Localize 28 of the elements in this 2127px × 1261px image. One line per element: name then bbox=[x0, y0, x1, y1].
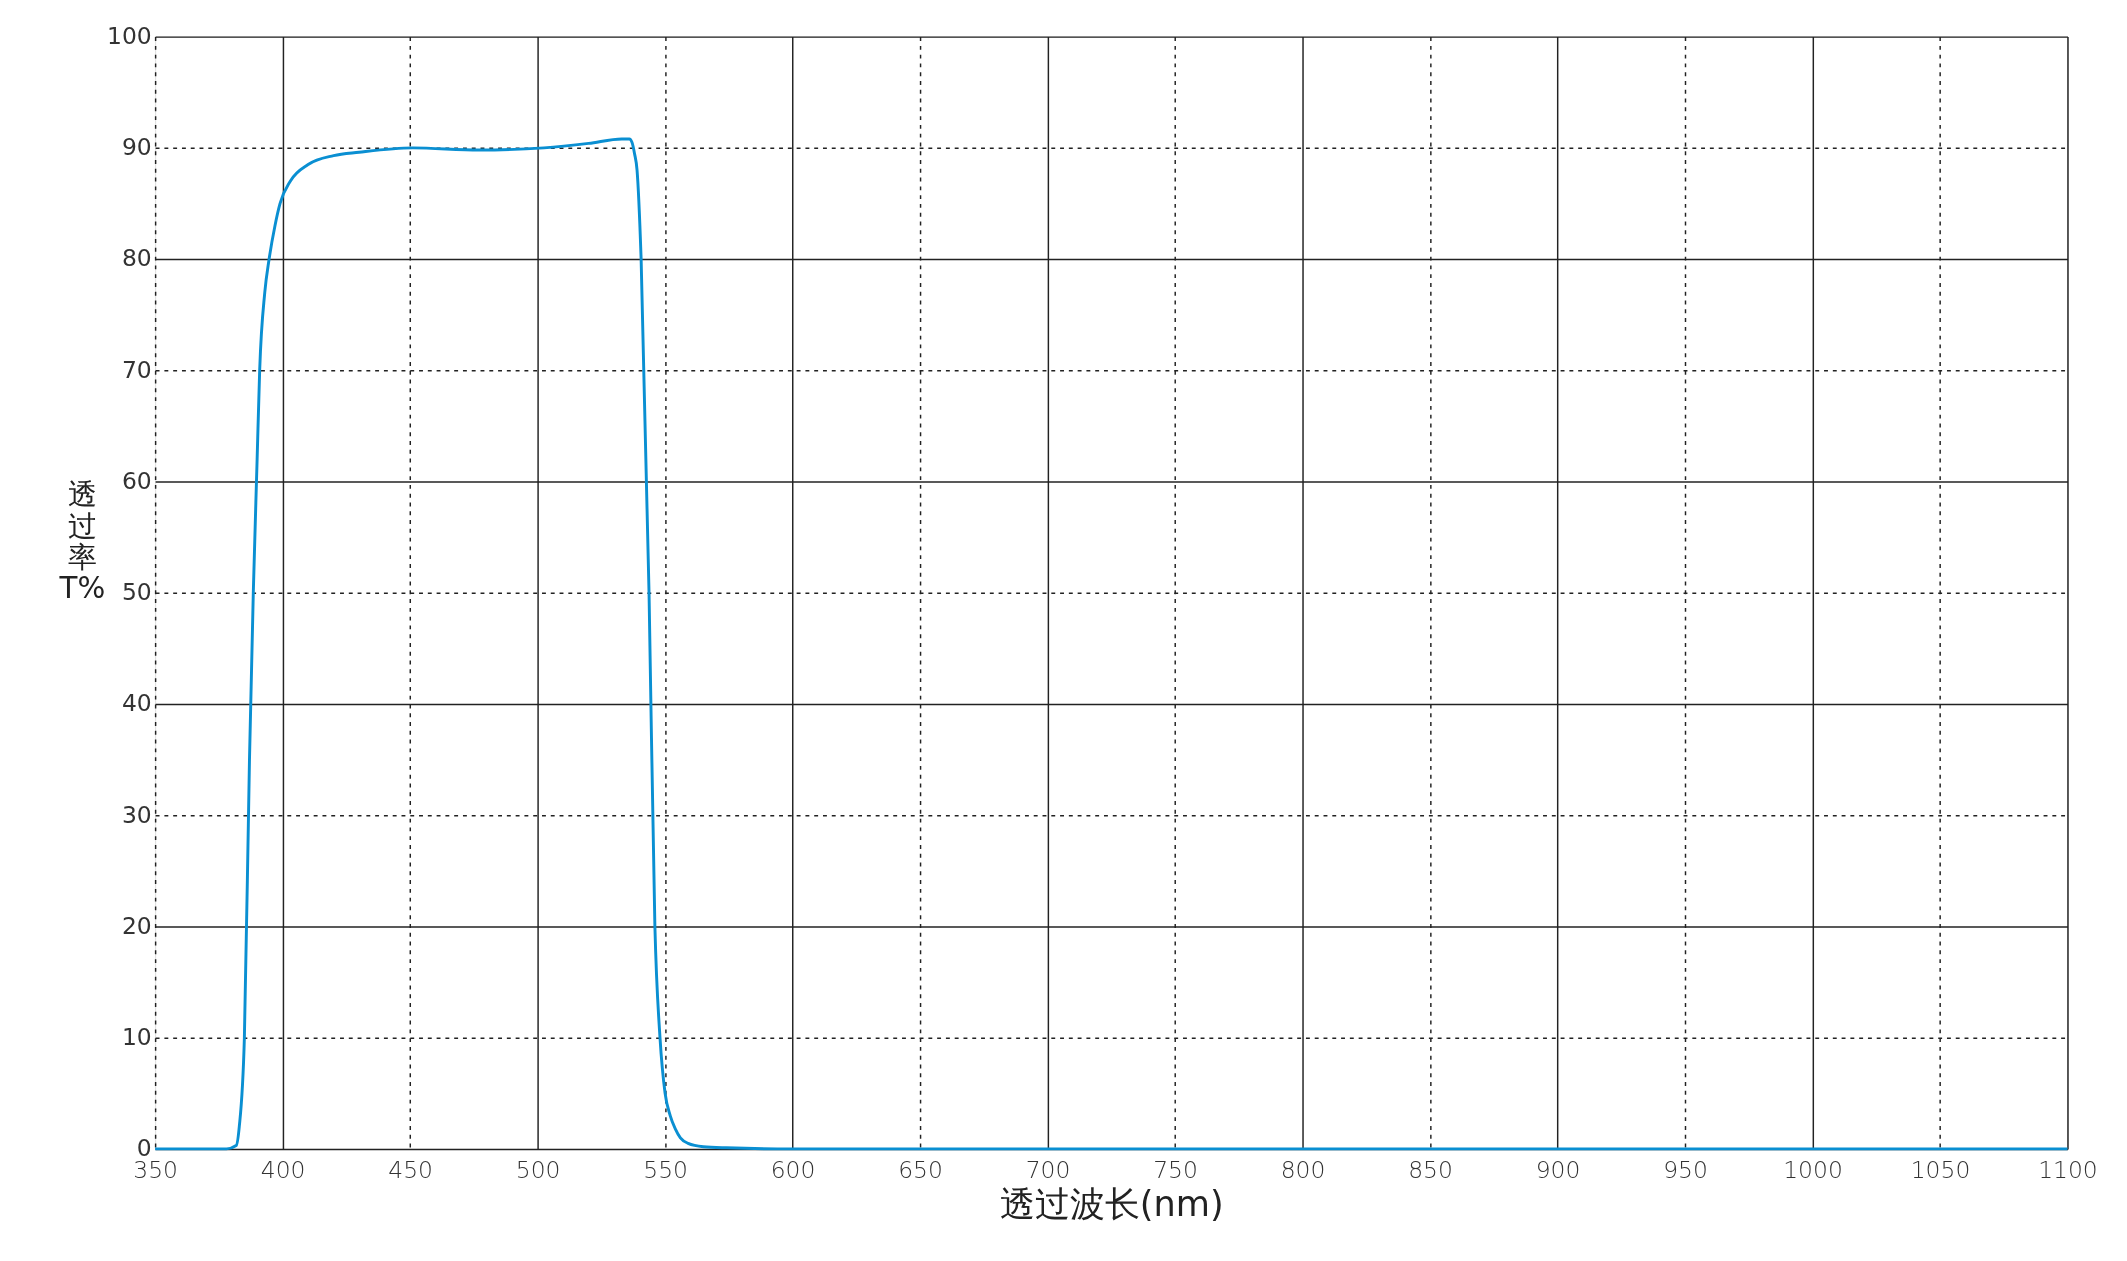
x-axis-title: 透过波长(nm) bbox=[999, 1182, 1224, 1224]
x-tick-label: 1100 bbox=[2038, 1155, 2098, 1184]
x-tick-label: 900 bbox=[1535, 1155, 1581, 1184]
y-tick-label: 80 bbox=[121, 244, 152, 273]
x-tick-label: 1000 bbox=[1783, 1155, 1843, 1184]
x-tick-label: 750 bbox=[1153, 1155, 1198, 1184]
x-tick-label: 850 bbox=[1408, 1155, 1453, 1184]
x-tick-label: 650 bbox=[898, 1155, 943, 1184]
y-tick-label: 40 bbox=[121, 689, 152, 718]
x-tick-label: 1050 bbox=[1910, 1155, 1971, 1184]
x-tick-label: 400 bbox=[260, 1155, 306, 1184]
y-tick-label: 70 bbox=[121, 355, 152, 384]
y-axis-title: 透过率T% bbox=[58, 477, 106, 606]
x-tick-label: 600 bbox=[770, 1155, 816, 1184]
y-tick-label: 50 bbox=[121, 578, 152, 607]
y-tick-label: 90 bbox=[121, 133, 152, 162]
x-tick-label: 950 bbox=[1663, 1155, 1708, 1184]
y-tick-label: 30 bbox=[121, 800, 152, 829]
y-tick-label: 20 bbox=[121, 911, 152, 940]
x-tick-label: 350 bbox=[133, 1155, 178, 1184]
x-tick-label: 500 bbox=[515, 1155, 561, 1184]
x-tick-label: 800 bbox=[1280, 1155, 1326, 1184]
y-tick-label: 10 bbox=[121, 1023, 152, 1051]
y-tick-label: 60 bbox=[121, 466, 152, 495]
x-tick-label: 550 bbox=[643, 1155, 688, 1184]
y-tick-label: 100 bbox=[107, 21, 152, 50]
x-tick-label: 450 bbox=[388, 1155, 433, 1184]
x-tick-label: 700 bbox=[1025, 1155, 1071, 1184]
